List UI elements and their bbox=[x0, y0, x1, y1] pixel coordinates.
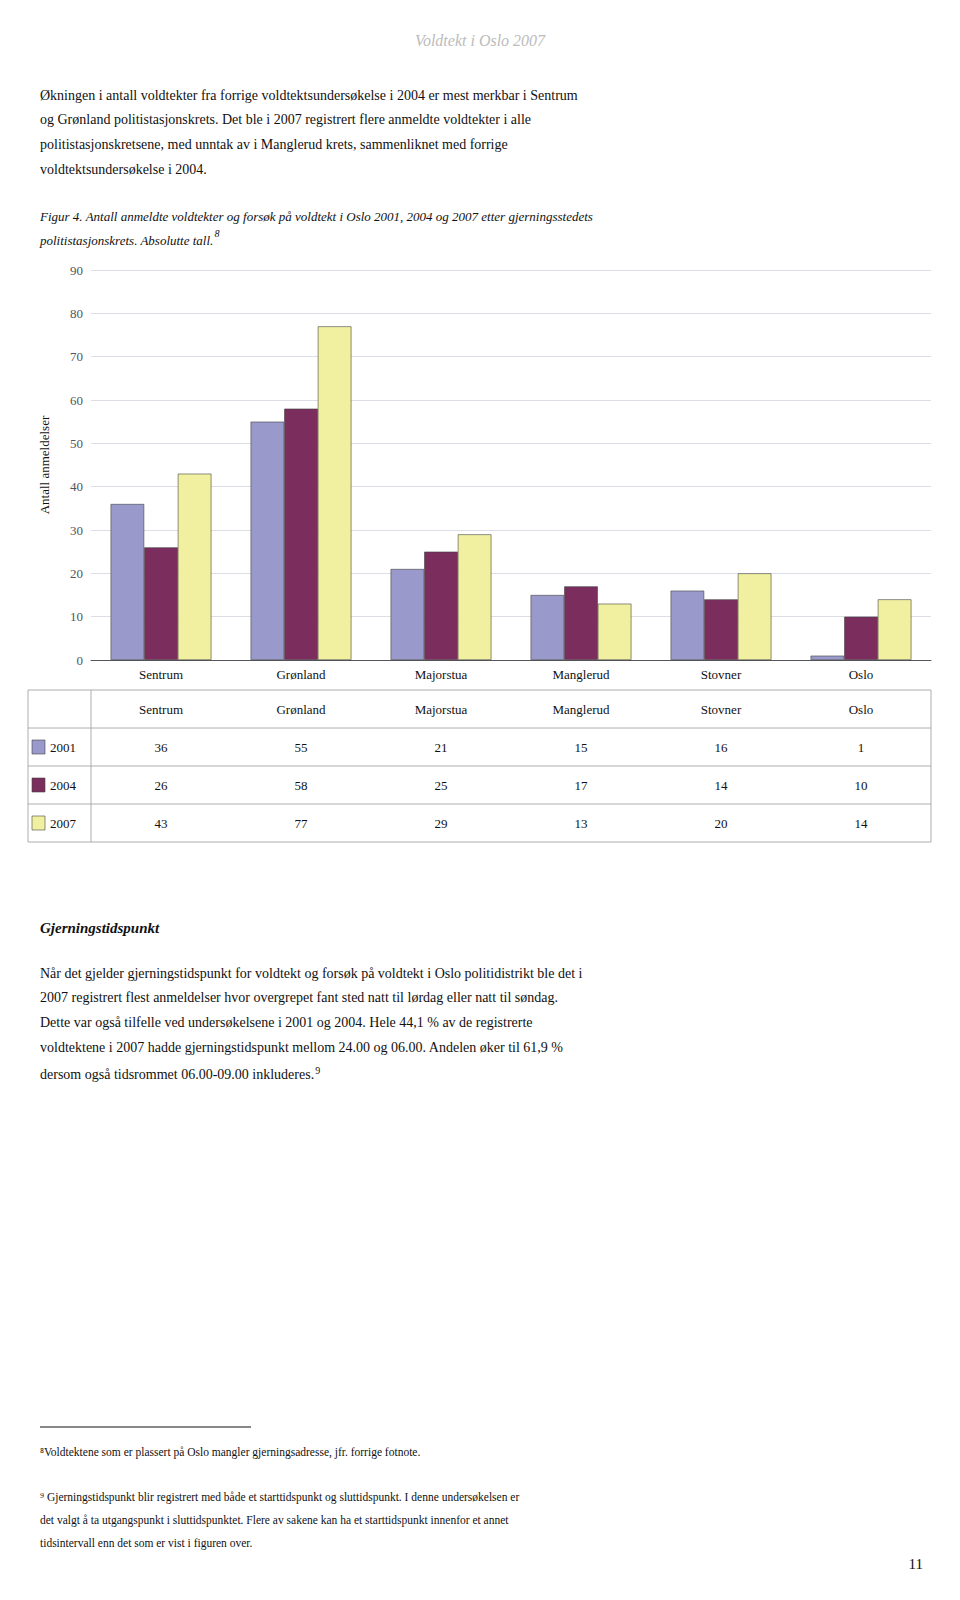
svg-text:20: 20 bbox=[70, 566, 83, 581]
svg-text:Majorstua: Majorstua bbox=[415, 667, 468, 682]
svg-text:60: 60 bbox=[70, 393, 83, 408]
svg-text:80: 80 bbox=[70, 306, 83, 321]
svg-text:2007 registrert flest anmeldel: 2007 registrert flest anmeldelser hvor o… bbox=[40, 990, 558, 1005]
svg-text:15: 15 bbox=[575, 740, 588, 755]
svg-text:2007: 2007 bbox=[50, 816, 77, 831]
svg-text:30: 30 bbox=[70, 523, 83, 538]
svg-text:Oslo: Oslo bbox=[849, 702, 874, 717]
svg-text:20: 20 bbox=[715, 816, 728, 831]
svg-text:politistasjonskretsene, med un: politistasjonskretsene, med unntak av i … bbox=[40, 137, 508, 152]
svg-text:11: 11 bbox=[909, 1556, 923, 1572]
svg-text:Manglerud: Manglerud bbox=[552, 702, 610, 717]
svg-text:25: 25 bbox=[435, 778, 448, 793]
svg-text:16: 16 bbox=[715, 740, 729, 755]
svg-text:voldtektsundersøkelse i 2004.: voldtektsundersøkelse i 2004. bbox=[40, 162, 207, 177]
svg-text:⁸Voldtektene som er plassert p: ⁸Voldtektene som er plassert på Oslo man… bbox=[40, 1446, 420, 1459]
svg-text:Antall anmeldelser: Antall anmeldelser bbox=[37, 415, 52, 514]
svg-text:det valgt å ta utgangspunkt i: det valgt å ta utgangspunkt i sluttidspu… bbox=[40, 1514, 509, 1527]
svg-text:29: 29 bbox=[435, 816, 448, 831]
svg-text:Stovner: Stovner bbox=[701, 667, 742, 682]
svg-text:Når det gjelder gjerningstidsp: Når det gjelder gjerningstidspunkt for v… bbox=[40, 966, 583, 981]
svg-text:og Grønland politistasjonskret: og Grønland politistasjonskrets. Det ble… bbox=[40, 112, 531, 127]
svg-text:8: 8 bbox=[215, 228, 220, 239]
svg-text:21: 21 bbox=[435, 740, 448, 755]
svg-text:Oslo: Oslo bbox=[849, 667, 874, 682]
svg-text:Majorstua: Majorstua bbox=[415, 702, 468, 717]
svg-text:Dette var også tilfelle ved un: Dette var også tilfelle ved undersøkelse… bbox=[40, 1015, 533, 1030]
svg-text:Grønland: Grønland bbox=[276, 667, 326, 682]
svg-text:2004: 2004 bbox=[50, 778, 77, 793]
svg-text:40: 40 bbox=[70, 479, 83, 494]
svg-text:26: 26 bbox=[155, 778, 169, 793]
svg-text:voldtektene i 2007 hadde gjern: voldtektene i 2007 hadde gjerningstidspu… bbox=[40, 1040, 563, 1055]
svg-text:Figur 4. Antall anmeldte voldt: Figur 4. Antall anmeldte voldtekter og f… bbox=[39, 209, 593, 224]
svg-text:1: 1 bbox=[858, 740, 865, 755]
svg-text:14: 14 bbox=[855, 816, 869, 831]
svg-text:10: 10 bbox=[855, 778, 868, 793]
svg-text:77: 77 bbox=[295, 816, 309, 831]
svg-text:36: 36 bbox=[155, 740, 169, 755]
svg-text:Økningen i antall voldtekter f: Økningen i antall voldtekter fra forrige… bbox=[40, 88, 578, 103]
svg-text:13: 13 bbox=[575, 816, 588, 831]
svg-text:50: 50 bbox=[70, 436, 83, 451]
svg-text:dersom også tidsrommet 06.00-0: dersom også tidsrommet 06.00-09.00 inklu… bbox=[40, 1067, 314, 1082]
svg-text:Sentrum: Sentrum bbox=[139, 702, 183, 717]
svg-text:Sentrum: Sentrum bbox=[139, 667, 183, 682]
svg-text:70: 70 bbox=[70, 349, 83, 364]
svg-text:tidsintervall enn det som er v: tidsintervall enn det som er vist i figu… bbox=[40, 1537, 253, 1550]
svg-text:Grønland: Grønland bbox=[276, 702, 326, 717]
svg-text:0: 0 bbox=[77, 653, 84, 668]
svg-text:10: 10 bbox=[70, 609, 83, 624]
svg-text:Manglerud: Manglerud bbox=[552, 667, 610, 682]
svg-text:55: 55 bbox=[295, 740, 308, 755]
svg-text:43: 43 bbox=[155, 816, 168, 831]
svg-text:90: 90 bbox=[70, 263, 83, 278]
svg-text:Gjerningstidspunkt: Gjerningstidspunkt bbox=[40, 920, 160, 936]
svg-text:2001: 2001 bbox=[50, 740, 76, 755]
svg-text:politistasjonskrets. Absolutte: politistasjonskrets. Absolutte tall. bbox=[39, 233, 213, 248]
svg-text:⁹ Gjerningstidspunkt blir regi: ⁹ Gjerningstidspunkt blir registrert med… bbox=[40, 1491, 519, 1504]
svg-text:Stovner: Stovner bbox=[701, 702, 742, 717]
svg-text:58: 58 bbox=[295, 778, 308, 793]
svg-text:17: 17 bbox=[575, 778, 589, 793]
svg-text:14: 14 bbox=[715, 778, 729, 793]
svg-text:9: 9 bbox=[315, 1065, 320, 1076]
svg-text:Voldtekt i Oslo 2007: Voldtekt i Oslo 2007 bbox=[415, 32, 546, 49]
